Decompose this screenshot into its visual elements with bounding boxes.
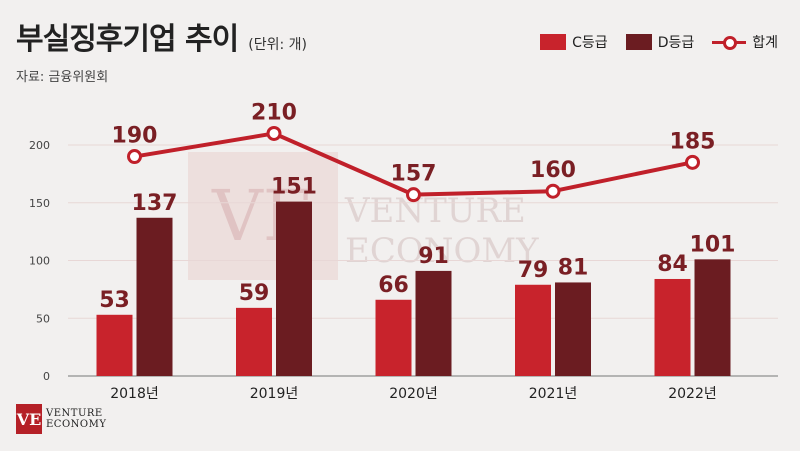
bar-c-2 [375, 299, 412, 376]
logo-line2: ECONOMY [46, 419, 107, 430]
logo-mark: VE [16, 404, 42, 434]
data-label-d-3: 81 [558, 255, 589, 280]
legend-swatch-d [625, 34, 652, 50]
legend-item-d: D등급 [625, 32, 695, 52]
bar-c-0 [96, 314, 133, 376]
total-point-4 [685, 154, 700, 170]
bar-c-3 [515, 284, 551, 376]
total-label-3: 160 [530, 158, 576, 183]
total-point-0 [127, 149, 142, 165]
logo: VE VENTURE ECONOMY [16, 404, 106, 434]
bar-c-4 [654, 278, 691, 376]
y-tick-label: 150 [29, 197, 50, 210]
bar-d-2 [415, 270, 452, 376]
unit-label: (단위: 개) [248, 37, 307, 53]
data-label-c-2: 66 [378, 273, 409, 298]
data-label-d-1: 151 [271, 175, 317, 200]
legend-item-total: 합계 [712, 32, 778, 52]
y-tick-label: 50 [36, 312, 50, 325]
bar-d-4 [694, 259, 731, 376]
data-label-c-3: 79 [518, 258, 549, 283]
chart-title: 부실징후기업 추이 [16, 22, 239, 57]
watermark-line2: ECONOMY [345, 231, 539, 271]
total-point-2 [406, 187, 421, 203]
logo-line1: VENTURE [46, 408, 103, 419]
x-tick-label: 2019년 [250, 386, 299, 402]
x-tick-label: 2018년 [110, 386, 159, 402]
title-row: 부실징후기업 추이 (단위: 개) [16, 14, 307, 58]
legend-label-c: C등급 [572, 35, 608, 51]
total-label-2: 157 [391, 162, 437, 187]
legend-item-c: C등급 [540, 32, 608, 52]
legend: C등급 D등급 합계 [522, 32, 778, 52]
total-label-0: 190 [112, 124, 158, 149]
data-label-c-0: 53 [99, 288, 130, 313]
data-label-d-2: 91 [418, 244, 449, 269]
logo-text: VENTURE ECONOMY [46, 408, 106, 430]
data-label-d-4: 101 [690, 232, 736, 257]
x-tick-label: 2022년 [668, 386, 717, 402]
legend-swatch-c [540, 34, 567, 50]
x-tick-label: 2021년 [529, 386, 578, 402]
data-label-c-4: 84 [657, 252, 688, 277]
bar-d-1 [276, 201, 312, 376]
bar-d-3 [555, 282, 591, 376]
y-tick-label: 100 [29, 255, 50, 268]
bar-d-0 [136, 217, 173, 376]
total-point-3 [545, 183, 561, 199]
legend-label-d: D등급 [657, 35, 695, 51]
data-label-d-0: 137 [132, 191, 178, 216]
watermark-line1: VENTURE [344, 191, 526, 231]
bar-c-1 [236, 307, 272, 376]
total-label-4: 185 [670, 129, 716, 154]
x-tick-label: 2020년 [389, 386, 438, 402]
data-label-c-1: 59 [239, 281, 270, 306]
source-label: 자료: 금융위원회 [16, 70, 109, 85]
y-tick-label: 0 [43, 370, 50, 383]
total-label-1: 210 [251, 100, 297, 125]
y-tick-label: 200 [29, 139, 50, 152]
legend-label-total: 합계 [752, 35, 778, 51]
legend-line-marker [712, 34, 747, 50]
watermark-box [188, 152, 338, 280]
total-point-1 [266, 125, 282, 141]
